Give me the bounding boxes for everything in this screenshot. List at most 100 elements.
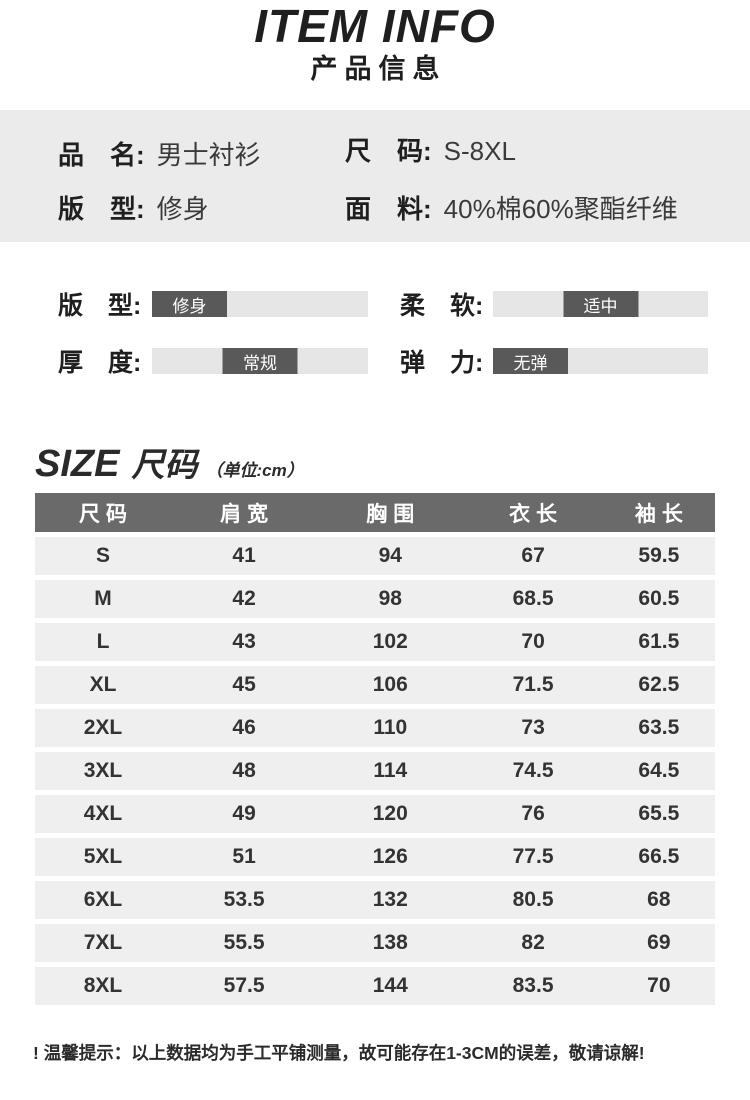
size-table-header-cell: 肩宽 [220,502,275,526]
size-table-cell: 41 [232,544,256,567]
size-table-cell: XL [89,673,117,696]
size-table-row: 7XL 55.5 138 82 69 [35,924,715,962]
size-table-body: S 41 94 67 59.5 M 42 98 68.5 60.5 L 43 102 70 61.5 XL 45… [35,537,715,1005]
size-table-row: S 41 94 67 59.5 [35,537,715,575]
info-item-name: 品 名: 男士衬衫 [58,140,261,170]
size-table-cell: 45 [232,673,256,696]
size-table-row: 8XL 57.5 144 83.5 70 [35,967,715,1005]
size-table-header-cell: 衣长 [509,502,564,526]
slider-label: 版 型: [58,292,142,320]
page-header: ITEM INFO 产品信息 [0,0,750,86]
info-item-fit: 版 型: 修身 [58,194,209,224]
size-table-cell: 67 [521,544,545,567]
slider-track: 常规 [152,348,368,374]
size-table-cell: 60.5 [638,587,680,610]
size-table-cell: 106 [372,673,408,696]
slider-label: 弹 力: [400,349,484,377]
size-table-cell: 65.5 [638,802,680,825]
page-subtitle: 产品信息 [310,54,447,84]
info-item-size-range: 尺 码: S-8XL [345,136,516,166]
info-value: S-8XL [443,136,516,166]
slider-label: 厚 度: [58,349,142,377]
size-table-cell: 42 [232,587,256,610]
size-unit-note: （单位:cm） [205,461,304,480]
size-table-cell: 120 [372,802,408,825]
measurement-disclaimer: ! 温馨提示：以上数据均为手工平铺测量，故可能存在1-3CM的误差，敬请谅解! [33,1043,645,1063]
slider-fit: 版 型: 修身 [58,290,368,320]
slider-badge: 适中 [563,291,638,317]
size-table-cell: 6XL [83,888,123,911]
size-table-cell: 114 [373,759,408,782]
size-table-row: L 43 102 70 61.5 [35,623,715,661]
info-label: 版 型: [58,194,145,224]
slider-badge: 无弹 [493,348,568,374]
size-table-cell: 43 [232,630,256,653]
size-table-cell: 64.5 [638,759,680,782]
size-title-zh: 尺码 [131,446,198,483]
size-table-cell: 94 [378,544,402,567]
info-value: 40%棉60%聚酯纤维 [443,194,678,224]
size-table-cell: 62.5 [638,673,680,696]
info-item-fabric: 面 料: 40%棉60%聚酯纤维 [345,194,678,224]
size-table-cell: 132 [372,888,408,911]
size-table-cell: 73 [521,716,545,739]
slider-track: 适中 [493,291,708,317]
size-table-cell: 71.5 [512,673,554,696]
size-table-cell: 48 [232,759,256,782]
size-table-row: 4XL 49 120 76 65.5 [35,795,715,833]
info-value: 男士衬衫 [156,140,261,170]
size-table-row: 5XL 51 126 77.5 66.5 [35,838,715,876]
size-table-cell: 144 [372,974,408,997]
size-table-header-row: 尺码 肩宽 胸围 衣长 袖长 [35,493,715,532]
slider-label: 柔 软: [400,292,484,320]
size-table-cell: 59.5 [638,544,680,567]
slider-badge: 修身 [152,291,227,317]
size-table-cell: 61.5 [638,630,680,653]
size-table-row: 6XL 53.5 132 80.5 68 [35,881,715,919]
info-label: 品 名: [58,140,145,170]
size-table-cell: 77.5 [512,845,554,868]
slider-badge: 常规 [222,348,298,374]
size-table-cell: 82 [521,931,545,954]
size-table-cell: 69 [647,931,671,954]
size-table-cell: 102 [372,630,408,653]
size-table-cell: 70 [647,974,671,997]
size-table-cell: 74.5 [512,759,554,782]
info-label: 尺 码: [345,136,432,166]
size-table-cell: 8XL [83,974,123,997]
size-table-cell: 80.5 [512,888,554,911]
size-table-cell: 110 [373,716,408,739]
size-table-cell: 70 [521,630,545,653]
size-table-cell: 46 [232,716,256,739]
slider-softness: 柔 软: 适中 [400,290,708,320]
size-table-cell: 76 [521,802,545,825]
size-table-cell: 49 [232,802,256,825]
slider-track: 无弹 [493,348,708,374]
size-table-cell: 98 [378,587,402,610]
size-table-cell: 57.5 [223,974,265,997]
size-table-header-cell: 袖长 [634,502,689,526]
info-label: 面 料: [345,194,432,224]
size-table-cell: 68.5 [512,587,554,610]
slider-thickness: 厚 度: 常规 [58,347,368,377]
info-value: 修身 [156,194,209,224]
size-table-cell: 2XL [83,716,123,739]
size-table-cell: 83.5 [512,974,554,997]
product-info-band: 品 名: 男士衬衫 尺 码: S-8XL 版 型: 修身 面 料: 40%棉60%聚酯纤… [0,110,750,242]
size-table-row: XL 45 106 71.5 62.5 [35,666,715,704]
size-chart-table: 尺码 肩宽 胸围 衣长 袖长 S 41 94 67 59.5 M 42 98 68.5 60.5 L… [35,493,715,1005]
page-title: ITEM INFO [254,0,496,52]
size-table-cell: 55.5 [223,931,265,954]
size-table-row: 2XL 46 110 73 63.5 [35,709,715,747]
size-table-cell: 66.5 [638,845,680,868]
size-table-cell: 3XL [83,759,123,782]
size-table-row: M 42 98 68.5 60.5 [35,580,715,618]
slider-track: 修身 [152,291,368,317]
size-table-cell: 63.5 [638,716,680,739]
size-section-heading: SIZE 尺码 （单位:cm） [35,438,304,486]
size-title-en: SIZE [35,443,120,485]
size-table-cell: 53.5 [223,888,265,911]
size-table-row: 3XL 48 114 74.5 64.5 [35,752,715,790]
size-table-cell: 4XL [83,802,123,825]
